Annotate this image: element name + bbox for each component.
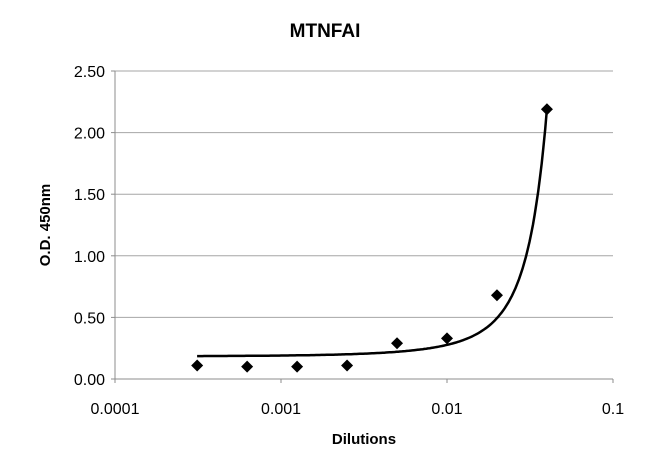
data-point-diamond <box>391 337 404 350</box>
data-point-diamond <box>191 359 204 372</box>
y-axis-ticks: 0.00 0.50 1.00 1.50 2.00 2.50 <box>74 64 115 389</box>
x-tick-label: 0.1 <box>602 401 624 418</box>
y-tick-label: 0.50 <box>74 310 105 327</box>
y-tick-label: 2.00 <box>74 126 105 143</box>
x-axis-ticks: 0.0001 0.001 0.01 0.1 <box>91 379 624 418</box>
data-point-diamond <box>441 332 453 345</box>
chart-title: MTNFAI <box>290 21 361 42</box>
x-tick-label: 0.0001 <box>91 401 140 418</box>
data-point-diamond <box>291 360 304 373</box>
data-point-diamond <box>490 289 503 302</box>
x-axis-label: Dilutions <box>332 431 396 448</box>
data-point-diamond <box>341 359 354 372</box>
x-tick-label: 0.001 <box>261 401 301 418</box>
data-point-diamond <box>241 360 254 373</box>
trendline-curve <box>197 109 549 358</box>
y-axis-label: O.D. 450nm <box>37 184 54 267</box>
y-tick-label: 1.00 <box>74 249 105 266</box>
y-tick-label: 1.50 <box>74 187 105 204</box>
data-point-diamond <box>540 103 553 116</box>
y-tick-label: 2.50 <box>74 64 105 81</box>
y-tick-label: 0.00 <box>74 372 105 389</box>
data-markers <box>191 103 553 373</box>
x-tick-label: 0.01 <box>431 401 462 418</box>
gridlines <box>115 70 613 318</box>
